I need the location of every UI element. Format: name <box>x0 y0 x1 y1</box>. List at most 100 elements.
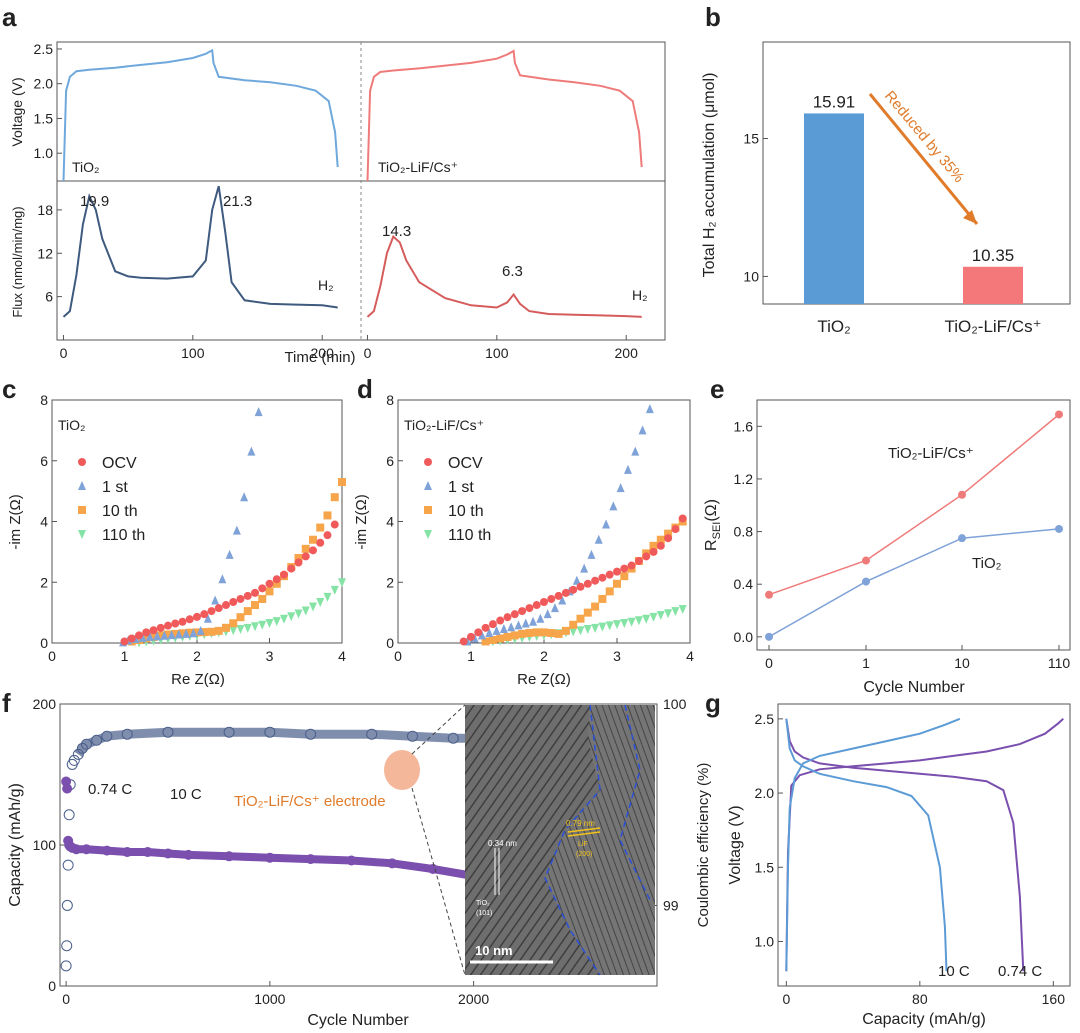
f-axes: 0 1000 2000 0 100 200 99 100 <box>33 696 687 1007</box>
d-point-OCV <box>620 564 629 573</box>
d-point-110th <box>649 612 658 622</box>
d-point-110th <box>605 621 614 631</box>
d-point-OCV <box>459 637 468 646</box>
f-xtick-label: 0 <box>62 991 70 1007</box>
d-legend: OCV 1 st 10 th 110 th <box>424 455 491 544</box>
c-point-110th <box>301 606 310 616</box>
e-ylabel-tail: (Ω) <box>703 499 720 522</box>
d-point-1st <box>572 575 581 585</box>
d-ytick-label: 4 <box>386 514 394 530</box>
c-ytick-label: 8 <box>40 392 48 408</box>
a-flux-ytick-label: 12 <box>37 245 53 261</box>
a-annot-21-3: 21.3 <box>223 193 252 210</box>
c-legend-marker <box>78 530 86 539</box>
f-lattice2-plane: (200) <box>576 851 592 858</box>
c-point-10th <box>338 478 346 487</box>
c-point-10th <box>214 626 223 635</box>
b-ytick-label: 15 <box>743 131 759 147</box>
f-capacity-band <box>67 843 475 880</box>
a-annot-6-3: 6.3 <box>502 263 523 280</box>
d-point-OCV <box>474 628 483 637</box>
c-xtick-label: 0 <box>48 648 56 664</box>
d-point-1st <box>492 625 501 635</box>
d-point-1st <box>485 627 494 637</box>
c-point-OCV <box>135 631 143 640</box>
e-ytick-label: 1.6 <box>734 418 754 434</box>
c-legend-label: 1 st <box>102 479 128 496</box>
d-ytick-label: 2 <box>386 574 394 590</box>
c-point-OCV <box>207 607 216 616</box>
c-point-10th <box>193 628 201 637</box>
e-line-lif <box>768 413 1060 596</box>
d-point-OCV <box>591 576 600 585</box>
e-ylabel: RSEI(Ω) <box>703 499 723 551</box>
a-voltage-lif-line <box>366 49 643 182</box>
d-point-110th <box>583 625 592 635</box>
d-xtick-label: 3 <box>613 648 621 664</box>
b-value-tio2: 15.91 <box>813 92 856 111</box>
f-zoom-line-top <box>411 704 466 755</box>
panel-c-frame <box>51 399 343 644</box>
d-point-1st <box>536 613 545 623</box>
d-point-OCV <box>561 588 570 597</box>
e-xtick-label: 0 <box>765 655 773 671</box>
e-point <box>1055 524 1063 533</box>
c-point-1st <box>211 595 220 605</box>
c-point-OCV <box>330 520 339 529</box>
d-legend-label: 110 th <box>448 527 491 544</box>
f-tem-marker-3 <box>567 827 601 833</box>
d-point-OCV <box>569 585 578 594</box>
d-point-110th <box>642 614 651 624</box>
c-point-OCV <box>178 617 187 626</box>
d-legend-marker <box>424 458 432 466</box>
d-point-OCV <box>488 620 497 629</box>
e-point <box>958 490 966 499</box>
d-point-10th <box>540 628 548 637</box>
f-rate-high: 10 C <box>170 786 202 803</box>
d-point-10th <box>532 628 541 637</box>
panel-letter-g: g <box>705 688 721 718</box>
panel-letter-a: a <box>2 2 17 32</box>
a-annot-19-9: 19.9 <box>80 193 109 210</box>
f-ce-point <box>61 899 73 911</box>
c-point-10th <box>229 619 238 628</box>
d-point-1st <box>587 549 596 559</box>
c-point-OCV <box>200 610 209 619</box>
c-ytick-label: 6 <box>40 453 48 469</box>
c-point-OCV <box>280 570 288 579</box>
g-ytick-label: 2.0 <box>755 785 775 801</box>
panel-d: 0 1 2 3 4 0 2 4 6 8 OCV 1 st 10 th 110 th TiO₂-LiF/C… <box>353 392 694 688</box>
d-point-1st <box>602 519 611 529</box>
c-legend: OCV 1 st 10 th 110 th <box>78 455 145 544</box>
e-point <box>765 632 773 641</box>
f-xlabel: Cycle Number <box>307 1012 409 1029</box>
a-voltage-ytick-label: 2.0 <box>34 76 54 92</box>
c-point-OCV <box>142 628 151 637</box>
c-point-1st <box>189 628 198 638</box>
g-charge-074c <box>785 718 1064 972</box>
d-xtick-label: 0 <box>394 648 402 664</box>
d-point-1st <box>499 624 508 634</box>
d-point-1st <box>477 630 486 640</box>
a-voltage-yaxis: 1.0 1.5 2.0 2.5 <box>34 41 62 161</box>
f-ce-point <box>63 809 75 821</box>
c-point-OCV <box>164 621 172 630</box>
f-ytick-left-label: 200 <box>33 696 57 712</box>
c-point-10th <box>149 632 158 641</box>
d-point-110th <box>569 627 578 637</box>
b-bar-tio2 <box>804 113 864 304</box>
c-xtick-label: 3 <box>266 648 274 664</box>
c-legend-label: 10 th <box>102 503 138 520</box>
d-point-OCV <box>496 616 505 625</box>
c-point-10th <box>178 629 187 638</box>
c-point-OCV <box>149 626 158 635</box>
c-point-OCV <box>127 634 136 643</box>
a-xtick-left-label: 100 <box>181 345 205 361</box>
d-point-1st <box>529 616 538 626</box>
c-point-10th <box>222 623 230 632</box>
c-point-OCV <box>287 564 296 573</box>
f-lattice1-phase: TiO₂ <box>476 900 490 907</box>
c-point-10th <box>323 511 332 520</box>
c-point-110th <box>323 592 332 602</box>
a-voltage-tio2-line <box>62 48 339 182</box>
